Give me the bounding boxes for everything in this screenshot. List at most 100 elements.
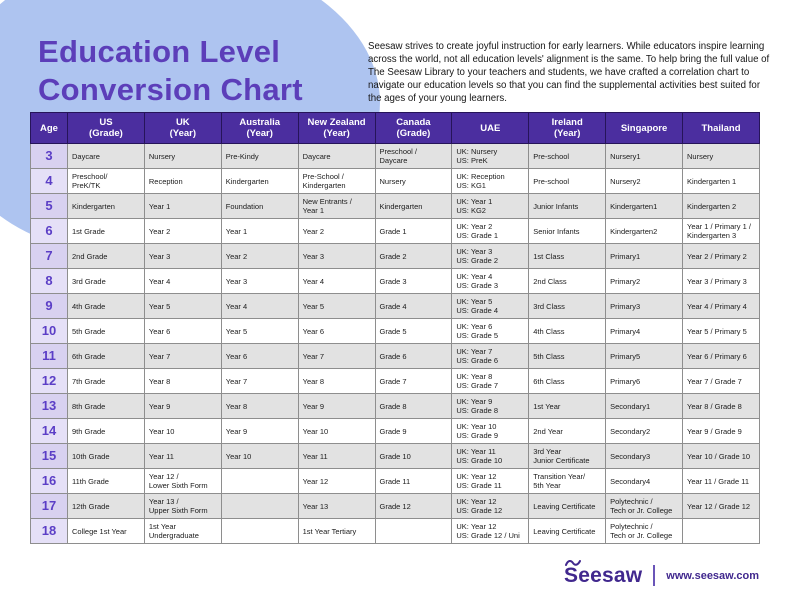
age-cell: 4 bbox=[30, 168, 68, 195]
grade-cell: Nursery bbox=[143, 143, 222, 170]
grade-cell: Nursery bbox=[374, 168, 453, 195]
grade-cell: UK: Year 5 US: Grade 4 bbox=[451, 293, 530, 320]
grade-cell bbox=[682, 518, 760, 545]
grade-cell: Daycare bbox=[297, 143, 376, 170]
grade-cell: UK: Year 12 US: Grade 12 bbox=[451, 493, 530, 520]
grade-cell: 7th Grade bbox=[67, 368, 145, 395]
table-row: 5 Kindergarten Year 1 Foundation New Entrant… bbox=[30, 193, 760, 220]
grade-cell: Junior Infants bbox=[528, 193, 607, 220]
grade-cell: Year 10 bbox=[143, 418, 222, 445]
grade-cell: UK: Year 1 US: KG2 bbox=[451, 193, 530, 220]
column-header-canada: Canada (Grade) bbox=[374, 111, 453, 145]
grade-cell: UK: Year 4 US: Grade 3 bbox=[451, 268, 530, 295]
grade-cell: Grade 2 bbox=[374, 243, 453, 270]
table-row: 7 2nd Grade Year 3 Year 2 Year 3 Grade 2 UK: Y… bbox=[30, 243, 760, 270]
grade-cell: Year 13 bbox=[297, 493, 376, 520]
table-row: 6 1st Grade Year 2 Year 1 Year 2 Grade 1 UK: Y… bbox=[30, 218, 760, 245]
grade-cell: Grade 6 bbox=[374, 343, 453, 370]
grade-cell: 1st Year Tertiary bbox=[297, 518, 376, 545]
page-title: Education Level Conversion Chart bbox=[38, 34, 303, 107]
grade-cell: Kindergarten bbox=[220, 168, 299, 195]
age-cell: 14 bbox=[30, 418, 68, 445]
grade-cell: 2nd Class bbox=[528, 268, 607, 295]
grade-cell: Year 1 bbox=[220, 218, 299, 245]
table-row: 10 5th Grade Year 6 Year 5 Year 6 Grade 5 UK: … bbox=[30, 318, 760, 345]
grade-cell: Year 3 bbox=[297, 243, 376, 270]
grade-cell: Nursery bbox=[682, 143, 760, 170]
grade-cell: 5th Grade bbox=[67, 318, 145, 345]
grade-cell: Grade 7 bbox=[374, 368, 453, 395]
grade-cell: Grade 11 bbox=[374, 468, 453, 495]
grade-cell: Primary3 bbox=[605, 293, 683, 320]
age-cell: 6 bbox=[30, 218, 68, 245]
column-header-australia: Australia (Year) bbox=[220, 111, 299, 145]
grade-cell: 4th Grade bbox=[67, 293, 145, 320]
grade-cell: UK: Year 10 US: Grade 9 bbox=[451, 418, 530, 445]
grade-cell: 5th Class bbox=[528, 343, 607, 370]
table-row: 8 3rd Grade Year 4 Year 3 Year 4 Grade 3 UK: Y… bbox=[30, 268, 760, 295]
column-header-us: US (Grade) bbox=[67, 111, 145, 145]
grade-cell: Year 9 bbox=[143, 393, 222, 420]
logo-wordmark: Seesaw bbox=[564, 564, 643, 587]
grade-cell: Senior Infants bbox=[528, 218, 607, 245]
table-header: Age US (Grade) UK (Year) Australia (Year) Ne… bbox=[30, 111, 760, 145]
grade-cell: 2nd Year bbox=[528, 418, 607, 445]
age-cell: 5 bbox=[30, 193, 68, 220]
column-header-age: Age bbox=[30, 111, 68, 145]
grade-cell: Year 2 bbox=[297, 218, 376, 245]
age-cell: 18 bbox=[30, 518, 68, 545]
table-row: 9 4th Grade Year 5 Year 4 Year 5 Grade 4 UK: Y… bbox=[30, 293, 760, 320]
grade-cell: Polytechnic / Tech or Jr. College bbox=[605, 493, 683, 520]
grade-cell: UK: Year 2 US: Grade 1 bbox=[451, 218, 530, 245]
grade-cell: UK: Reception US: KG1 bbox=[451, 168, 530, 195]
logo-squiggle-icon bbox=[565, 559, 581, 566]
grade-cell: Year 12 bbox=[297, 468, 376, 495]
grade-cell: Year 1 bbox=[143, 193, 222, 220]
grade-cell: Year 2 / Primary 2 bbox=[682, 243, 760, 270]
grade-cell: Primary4 bbox=[605, 318, 683, 345]
grade-cell: Year 2 bbox=[143, 218, 222, 245]
grade-cell: Year 8 bbox=[297, 368, 376, 395]
grade-cell: Preschool/ PreK/TK bbox=[67, 168, 145, 195]
table-row: 3 Daycare Nursery Pre-Kindy Daycare Preschool… bbox=[30, 143, 760, 170]
grade-cell: 1st Grade bbox=[67, 218, 145, 245]
grade-cell: Kindergarten bbox=[67, 193, 145, 220]
grade-cell bbox=[374, 518, 453, 545]
grade-cell: UK: Year 3 US: Grade 2 bbox=[451, 243, 530, 270]
grade-cell: Daycare bbox=[67, 143, 145, 170]
grade-cell: Grade 10 bbox=[374, 443, 453, 470]
grade-cell: Pre-school bbox=[528, 143, 607, 170]
grade-cell: Year 7 bbox=[143, 343, 222, 370]
grade-cell: Year 7 bbox=[297, 343, 376, 370]
grade-cell: Year 1 / Primary 1 / Kindergarten 3 bbox=[682, 218, 760, 245]
grade-cell: Year 13 / Upper Sixth Form bbox=[143, 493, 222, 520]
table-row: 13 8th Grade Year 9 Year 8 Year 9 Grade 8 UK: … bbox=[30, 393, 760, 420]
grade-cell: Year 11 bbox=[297, 443, 376, 470]
grade-cell: 1st Year Undergraduate bbox=[143, 518, 222, 545]
grade-cell: UK: Year 12 US: Grade 12 / Uni bbox=[451, 518, 530, 545]
column-header-uae: UAE bbox=[451, 111, 530, 145]
table-row: 18 College 1st Year 1st Year Undergraduate… bbox=[30, 518, 760, 545]
grade-cell: Primary2 bbox=[605, 268, 683, 295]
grade-cell: 2nd Grade bbox=[67, 243, 145, 270]
grade-cell: UK: Year 8 US: Grade 7 bbox=[451, 368, 530, 395]
grade-cell: Year 6 bbox=[297, 318, 376, 345]
grade-cell: Year 10 bbox=[297, 418, 376, 445]
grade-cell: UK: Nursery US: PreK bbox=[451, 143, 530, 170]
grade-cell: 9th Grade bbox=[67, 418, 145, 445]
grade-cell: Nursery1 bbox=[605, 143, 683, 170]
grade-cell: 4th Class bbox=[528, 318, 607, 345]
grade-cell: Year 11 bbox=[143, 443, 222, 470]
grade-cell: Kindergarten1 bbox=[605, 193, 683, 220]
grade-cell: Year 6 bbox=[143, 318, 222, 345]
age-cell: 10 bbox=[30, 318, 68, 345]
grade-cell: 1st Year bbox=[528, 393, 607, 420]
grade-cell: Secondary4 bbox=[605, 468, 683, 495]
grade-cell: Pre-School / Kindergarten bbox=[297, 168, 376, 195]
grade-cell: Secondary3 bbox=[605, 443, 683, 470]
grade-cell: 3rd Year Junior Certificate bbox=[528, 443, 607, 470]
column-header-uk: UK (Year) bbox=[143, 111, 222, 145]
grade-cell: Pre-Kindy bbox=[220, 143, 299, 170]
table-row: 16 11th Grade Year 12 / Lower Sixth Form Ye… bbox=[30, 468, 760, 495]
